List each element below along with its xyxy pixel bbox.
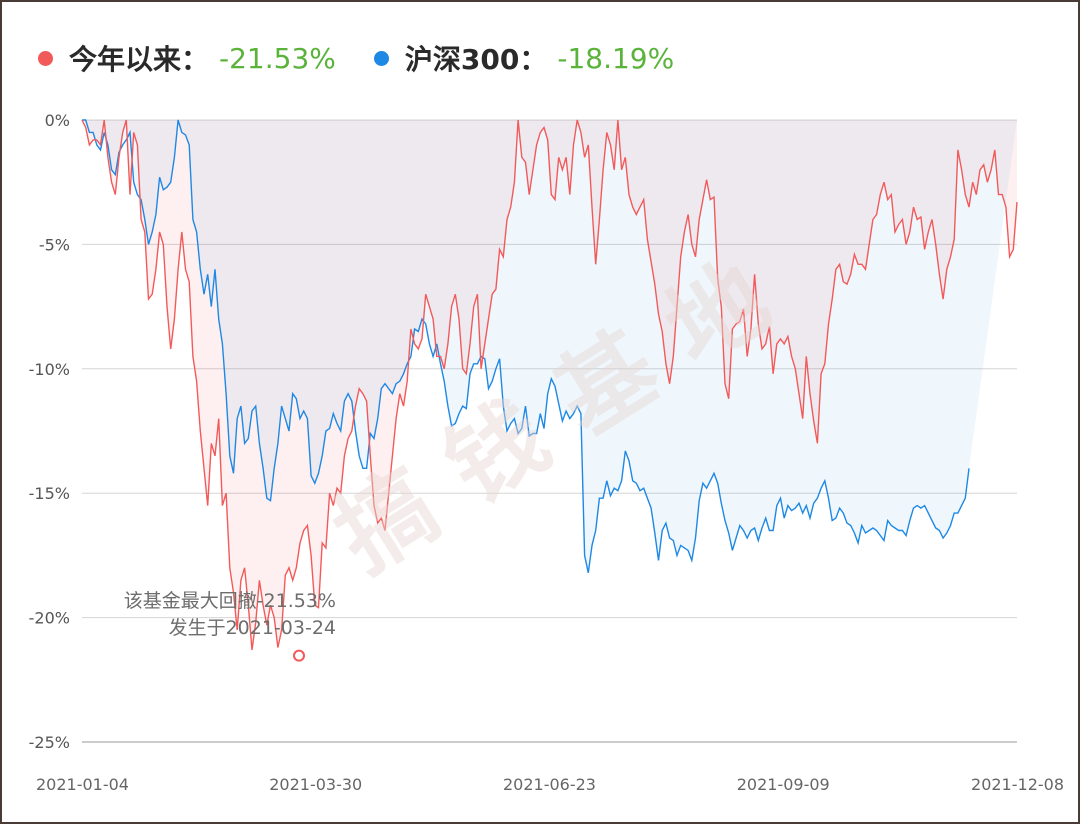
legend-dot-index-icon (373, 50, 389, 66)
series-line-fund (81, 119, 1018, 650)
legend-index-value: -18.19% (557, 41, 675, 75)
legend-fund-value: -21.53% (219, 41, 336, 75)
y-tick-label: -5% (39, 235, 70, 254)
y-tick-label: -15% (29, 484, 70, 503)
area-fund (82, 120, 1017, 650)
legend-dot-fund-icon (38, 50, 53, 66)
x-tick-label: 2021-09-09 (737, 775, 830, 794)
series-line-index (82, 119, 970, 573)
y-tick-label: -25% (29, 733, 70, 752)
legend-item-fund[interactable]: 今年以来： -21.53% (38, 38, 336, 78)
y-tick-label: -10% (29, 360, 70, 379)
legend-index-name: 沪深300： (404, 43, 548, 76)
y-tick-label: 0% (45, 111, 70, 130)
y-tick-label: -20% (29, 609, 70, 628)
legend-item-index[interactable]: 沪深300： -18.19% (373, 38, 675, 78)
legend-fund-name: 今年以来： (69, 43, 210, 76)
annotation-line2: 发生于2021-03-24 (169, 617, 336, 639)
x-tick-label: 2021-01-04 (36, 775, 129, 794)
x-tick-label: 2021-03-30 (269, 775, 362, 794)
max-drawdown-marker (293, 649, 305, 662)
annotation-line1: 该基金最大回撤-21.53% (124, 590, 336, 612)
legend: 今年以来： -21.53% 沪深300： -18.19% (38, 38, 712, 78)
x-tick-label: 2021-06-23 (503, 775, 596, 794)
x-tick-label: 2021-12-08 (971, 775, 1064, 794)
area-index (82, 120, 1017, 573)
